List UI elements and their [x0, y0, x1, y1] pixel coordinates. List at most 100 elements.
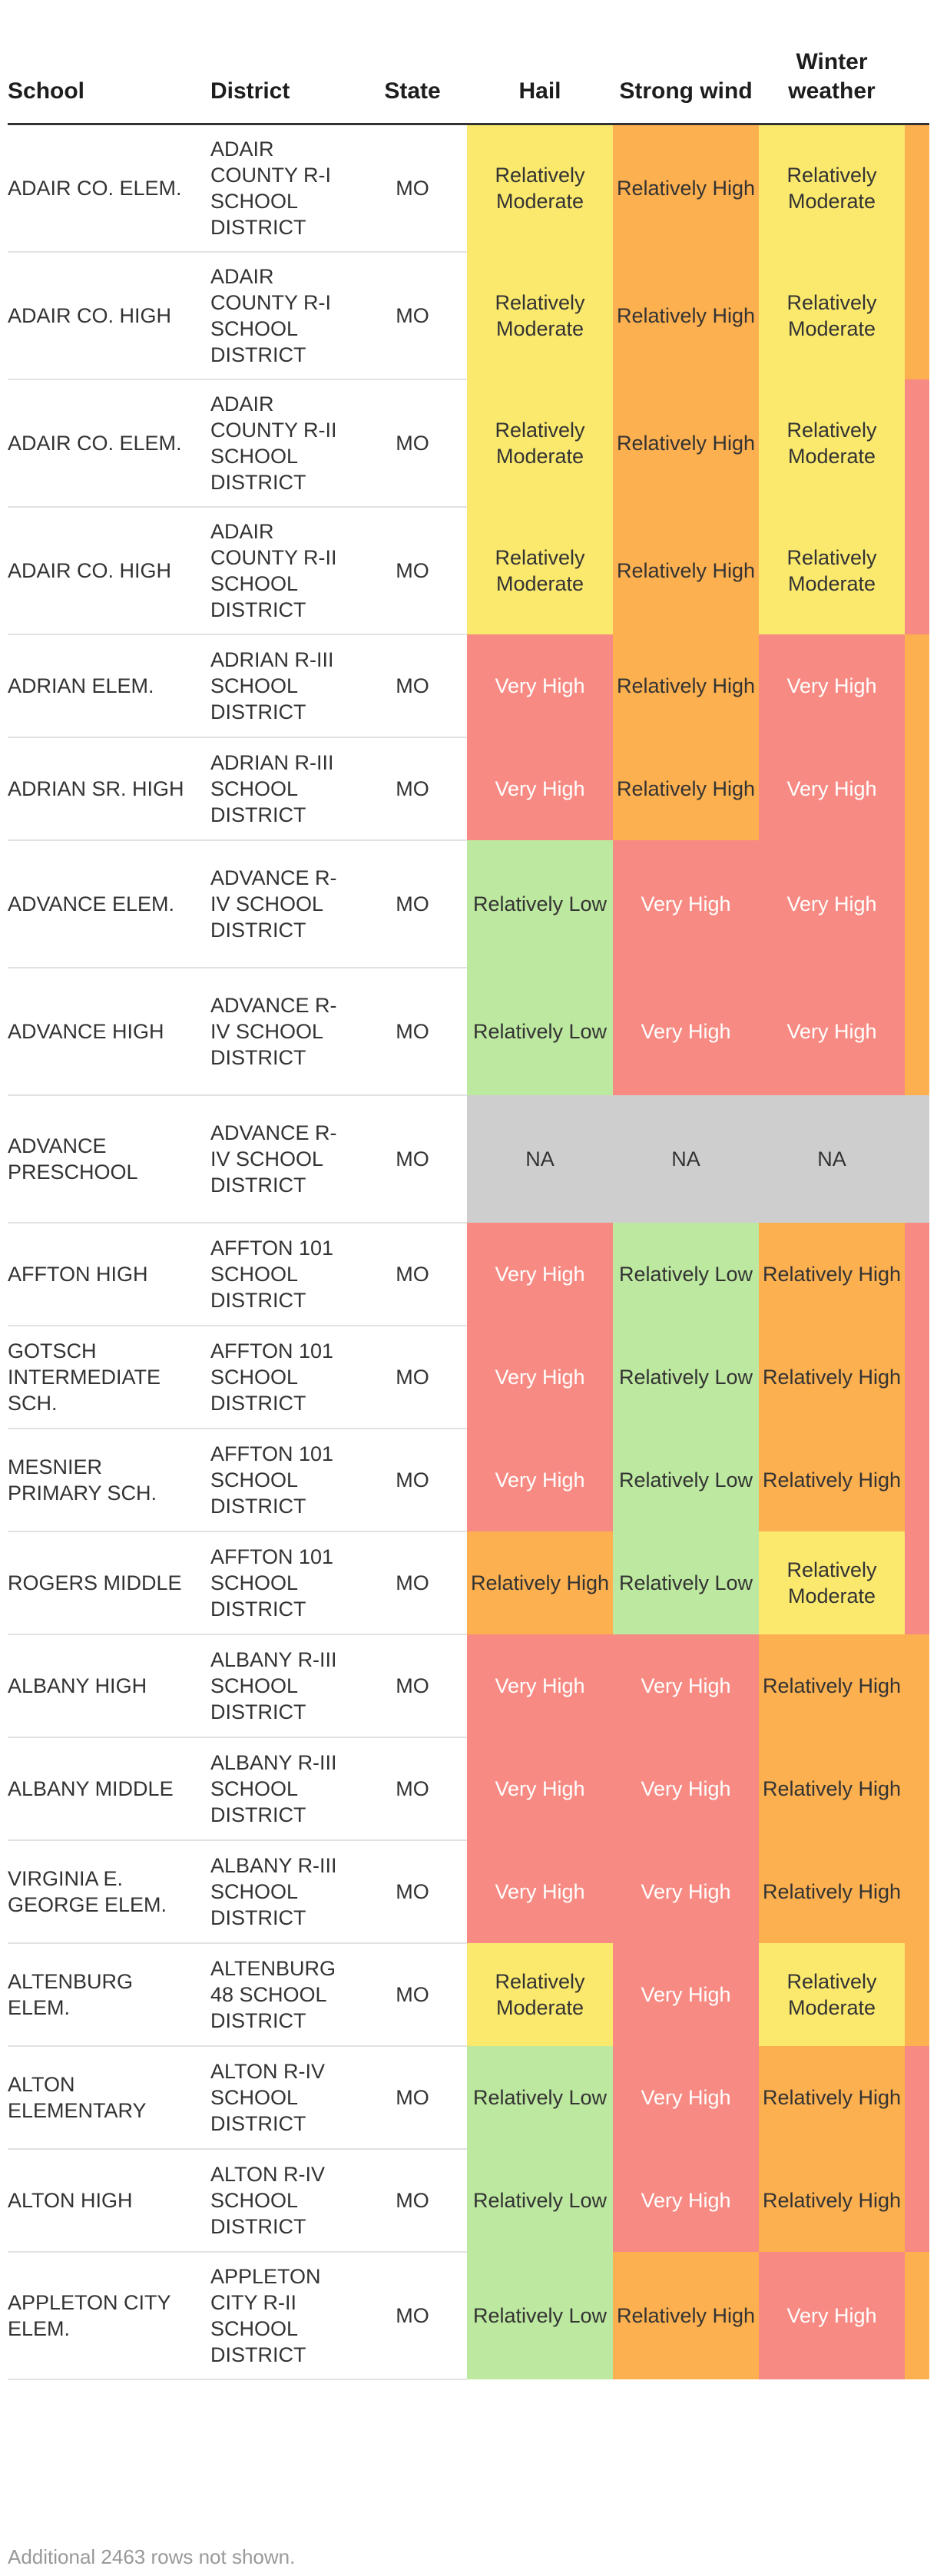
- cell-state: MO: [358, 1942, 467, 2047]
- table-row[interactable]: ADAIR CO. ELEM. ADAIR COUNTY R-II SCHOOL …: [8, 379, 929, 508]
- table-row[interactable]: ADAIR CO. HIGH ADAIR COUNTY R-I SCHOOL DI…: [8, 251, 929, 380]
- table-row[interactable]: ADRIAN ELEM. ADRIAN R-III SCHOOL DISTRICT…: [8, 634, 929, 738]
- cell-school: ALTON HIGH: [8, 2148, 210, 2253]
- cell-strong-wind-risk: Relatively High: [613, 737, 759, 840]
- column-header-winter-weather[interactable]: Winter weather: [759, 0, 905, 125]
- column-header-strong-wind[interactable]: Strong wind: [613, 0, 759, 125]
- cell-strong-wind-risk: Very High: [613, 2045, 759, 2149]
- cell-district: ALBANY R-III SCHOOL DISTRICT: [210, 1839, 358, 1944]
- cell-school: AFFTON HIGH: [8, 1222, 210, 1326]
- cell-school: ALTENBURG ELEM.: [8, 1942, 210, 2047]
- table-row[interactable]: AFFTON HIGH AFFTON 101 SCHOOL DISTRICT MO V…: [8, 1222, 929, 1326]
- cell-district: ADVANCE R-IV SCHOOL DISTRICT: [210, 967, 358, 1096]
- cell-state: MO: [358, 839, 467, 968]
- cell-school: ADVANCE HIGH: [8, 967, 210, 1096]
- cell-hail-risk: Very High: [467, 1222, 613, 1326]
- cell-state: MO: [358, 1634, 467, 1738]
- table-row[interactable]: MESNIER PRIMARY SCH. AFFTON 101 SCHOOL DI…: [8, 1428, 929, 1532]
- cell-overflow-risk: [905, 1531, 929, 1634]
- cell-winter-weather-risk: Relatively Moderate: [759, 251, 905, 379]
- column-header-school[interactable]: School: [8, 0, 210, 125]
- table-row[interactable]: ALTON HIGH ALTON R-IV SCHOOL DISTRICT MO Re…: [8, 2148, 929, 2253]
- cell-district: AFFTON 101 SCHOOL DISTRICT: [210, 1531, 358, 1635]
- cell-winter-weather-risk: Relatively High: [759, 2148, 905, 2252]
- cell-state: MO: [358, 1094, 467, 1223]
- cell-state: MO: [358, 379, 467, 508]
- cell-winter-weather-risk: NA: [759, 1094, 905, 1223]
- cell-strong-wind-risk: Very High: [613, 1942, 759, 2046]
- cell-winter-weather-risk: Very High: [759, 2251, 905, 2379]
- cell-hail-risk: Very High: [467, 1839, 613, 1943]
- cell-school: ADAIR CO. HIGH: [8, 251, 210, 380]
- table-row[interactable]: GOTSCH INTERMEDIATE SCH. AFFTON 101 SCHOO…: [8, 1325, 929, 1429]
- cell-strong-wind-risk: Very High: [613, 839, 759, 968]
- cell-winter-weather-risk: Very High: [759, 634, 905, 737]
- cell-hail-risk: Very High: [467, 1634, 613, 1737]
- cell-state: MO: [358, 634, 467, 738]
- table-row[interactable]: ALTENBURG ELEM. ALTENBURG 48 SCHOOL DISTR…: [8, 1942, 929, 2047]
- column-header-hail[interactable]: Hail: [467, 0, 613, 125]
- cell-winter-weather-risk: Relatively Moderate: [759, 379, 905, 507]
- cell-hail-risk: Very High: [467, 634, 613, 737]
- cell-district: ALBANY R-III SCHOOL DISTRICT: [210, 1634, 358, 1738]
- cell-hail-risk: Relatively Low: [467, 967, 613, 1095]
- table-row[interactable]: ALBANY MIDDLE ALBANY R-III SCHOOL DISTRIC…: [8, 1737, 929, 1841]
- table-row[interactable]: ADAIR CO. HIGH ADAIR COUNTY R-II SCHOOL D…: [8, 506, 929, 635]
- cell-overflow-risk: [905, 967, 929, 1095]
- table-row[interactable]: VIRGINIA E. GEORGE ELEM. ALBANY R-III SCH…: [8, 1839, 929, 1944]
- cell-district: ALBANY R-III SCHOOL DISTRICT: [210, 1737, 358, 1841]
- cell-strong-wind-risk: NA: [613, 1094, 759, 1223]
- cell-school: MESNIER PRIMARY SCH.: [8, 1428, 210, 1532]
- table-row[interactable]: ALBANY HIGH ALBANY R-III SCHOOL DISTRICT M…: [8, 1634, 929, 1738]
- cell-strong-wind-risk: Very High: [613, 1839, 759, 1943]
- cell-strong-wind-risk: Relatively High: [613, 506, 759, 634]
- cell-winter-weather-risk: Relatively High: [759, 1737, 905, 1840]
- table-row[interactable]: ROGERS MIDDLE AFFTON 101 SCHOOL DISTRICT M…: [8, 1531, 929, 1635]
- cell-district: ALTON R-IV SCHOOL DISTRICT: [210, 2045, 358, 2150]
- cell-state: MO: [358, 1428, 467, 1532]
- cell-hail-risk: Very High: [467, 737, 613, 840]
- cell-overflow-risk: [905, 1942, 929, 2046]
- table-row[interactable]: ADAIR CO. ELEM. ADAIR COUNTY R-I SCHOOL D…: [8, 124, 929, 253]
- cell-strong-wind-risk: Relatively Low: [613, 1531, 759, 1634]
- cell-hail-risk: Relatively High: [467, 1531, 613, 1634]
- cell-winter-weather-risk: Relatively Moderate: [759, 124, 905, 252]
- cell-winter-weather-risk: Relatively High: [759, 1325, 905, 1429]
- table-row[interactable]: ADRIAN SR. HIGH ADRIAN R-III SCHOOL DISTR…: [8, 737, 929, 841]
- cell-district: ADAIR COUNTY R-I SCHOOL DISTRICT: [210, 251, 358, 380]
- cell-state: MO: [358, 506, 467, 635]
- school-hazard-risk-table: School District State Hail Strong wind W…: [8, 0, 929, 2380]
- cell-strong-wind-risk: Relatively Low: [613, 1325, 759, 1429]
- cell-district: ADRIAN R-III SCHOOL DISTRICT: [210, 634, 358, 738]
- column-header-overflow: [905, 0, 929, 125]
- cell-strong-wind-risk: Relatively High: [613, 634, 759, 737]
- cell-state: MO: [358, 1531, 467, 1635]
- cell-winter-weather-risk: Relatively High: [759, 1222, 905, 1326]
- cell-district: AFFTON 101 SCHOOL DISTRICT: [210, 1325, 358, 1429]
- cell-district: ADAIR COUNTY R-II SCHOOL DISTRICT: [210, 379, 358, 508]
- cell-district: AFFTON 101 SCHOOL DISTRICT: [210, 1222, 358, 1326]
- cell-winter-weather-risk: Relatively High: [759, 1839, 905, 1943]
- cell-school: ADVANCE ELEM.: [8, 839, 210, 968]
- table-row[interactable]: ADVANCE HIGH ADVANCE R-IV SCHOOL DISTRICT…: [8, 967, 929, 1096]
- cell-hail-risk: Relatively Low: [467, 2045, 613, 2149]
- cell-school: GOTSCH INTERMEDIATE SCH.: [8, 1325, 210, 1429]
- table-row[interactable]: ADVANCE ELEM. ADVANCE R-IV SCHOOL DISTRIC…: [8, 839, 929, 968]
- cell-state: MO: [358, 251, 467, 380]
- column-header-district[interactable]: District: [210, 0, 358, 125]
- cell-school: ALBANY MIDDLE: [8, 1737, 210, 1841]
- cell-overflow-risk: [905, 251, 929, 379]
- cell-school: ADVANCE PRESCHOOL: [8, 1094, 210, 1223]
- column-header-state[interactable]: State: [358, 0, 467, 125]
- cell-winter-weather-risk: Very High: [759, 737, 905, 840]
- cell-school: ADRIAN ELEM.: [8, 634, 210, 738]
- cell-hail-risk: Very High: [467, 1325, 613, 1429]
- table-body: ADAIR CO. ELEM. ADAIR COUNTY R-I SCHOOL D…: [8, 124, 929, 2380]
- table-row[interactable]: ALTON ELEMENTARY ALTON R-IV SCHOOL DISTRI…: [8, 2045, 929, 2150]
- table-row[interactable]: APPLETON CITY ELEM. APPLETON CITY R-II SC…: [8, 2251, 929, 2380]
- cell-strong-wind-risk: Very High: [613, 2148, 759, 2252]
- cell-state: MO: [358, 967, 467, 1096]
- cell-overflow-risk: [905, 506, 929, 634]
- table-row[interactable]: ADVANCE PRESCHOOL ADVANCE R-IV SCHOOL DIS…: [8, 1094, 929, 1223]
- cell-strong-wind-risk: Very High: [613, 967, 759, 1095]
